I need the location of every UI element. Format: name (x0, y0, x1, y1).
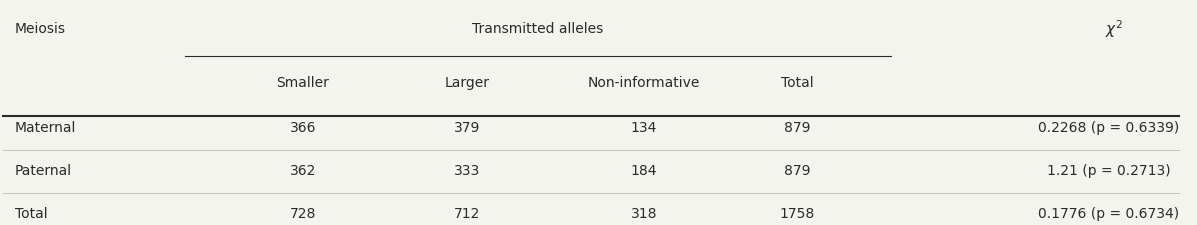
Text: Smaller: Smaller (277, 76, 329, 90)
Text: 1758: 1758 (779, 207, 814, 221)
Text: 134: 134 (631, 121, 657, 135)
Text: 712: 712 (455, 207, 481, 221)
Text: 318: 318 (631, 207, 657, 221)
Text: Maternal: Maternal (14, 121, 75, 135)
Text: 184: 184 (631, 164, 657, 178)
Text: Non-informative: Non-informative (588, 76, 700, 90)
Text: 333: 333 (455, 164, 481, 178)
Text: 879: 879 (784, 164, 810, 178)
Text: 1.21 (p = 0.2713): 1.21 (p = 0.2713) (1047, 164, 1171, 178)
Text: Total: Total (14, 207, 47, 221)
Text: 362: 362 (290, 164, 316, 178)
Text: 728: 728 (290, 207, 316, 221)
Text: 0.1776 (p = 0.6734): 0.1776 (p = 0.6734) (1038, 207, 1179, 221)
Text: Transmitted alleles: Transmitted alleles (473, 22, 603, 36)
Text: $\chi^2$: $\chi^2$ (1106, 18, 1124, 40)
Text: Paternal: Paternal (14, 164, 72, 178)
Text: Larger: Larger (445, 76, 490, 90)
Text: 379: 379 (455, 121, 481, 135)
Text: 0.2268 (p = 0.6339): 0.2268 (p = 0.6339) (1038, 121, 1179, 135)
Text: 879: 879 (784, 121, 810, 135)
Text: Meiosis: Meiosis (14, 22, 66, 36)
Text: 366: 366 (290, 121, 316, 135)
Text: Total: Total (780, 76, 813, 90)
